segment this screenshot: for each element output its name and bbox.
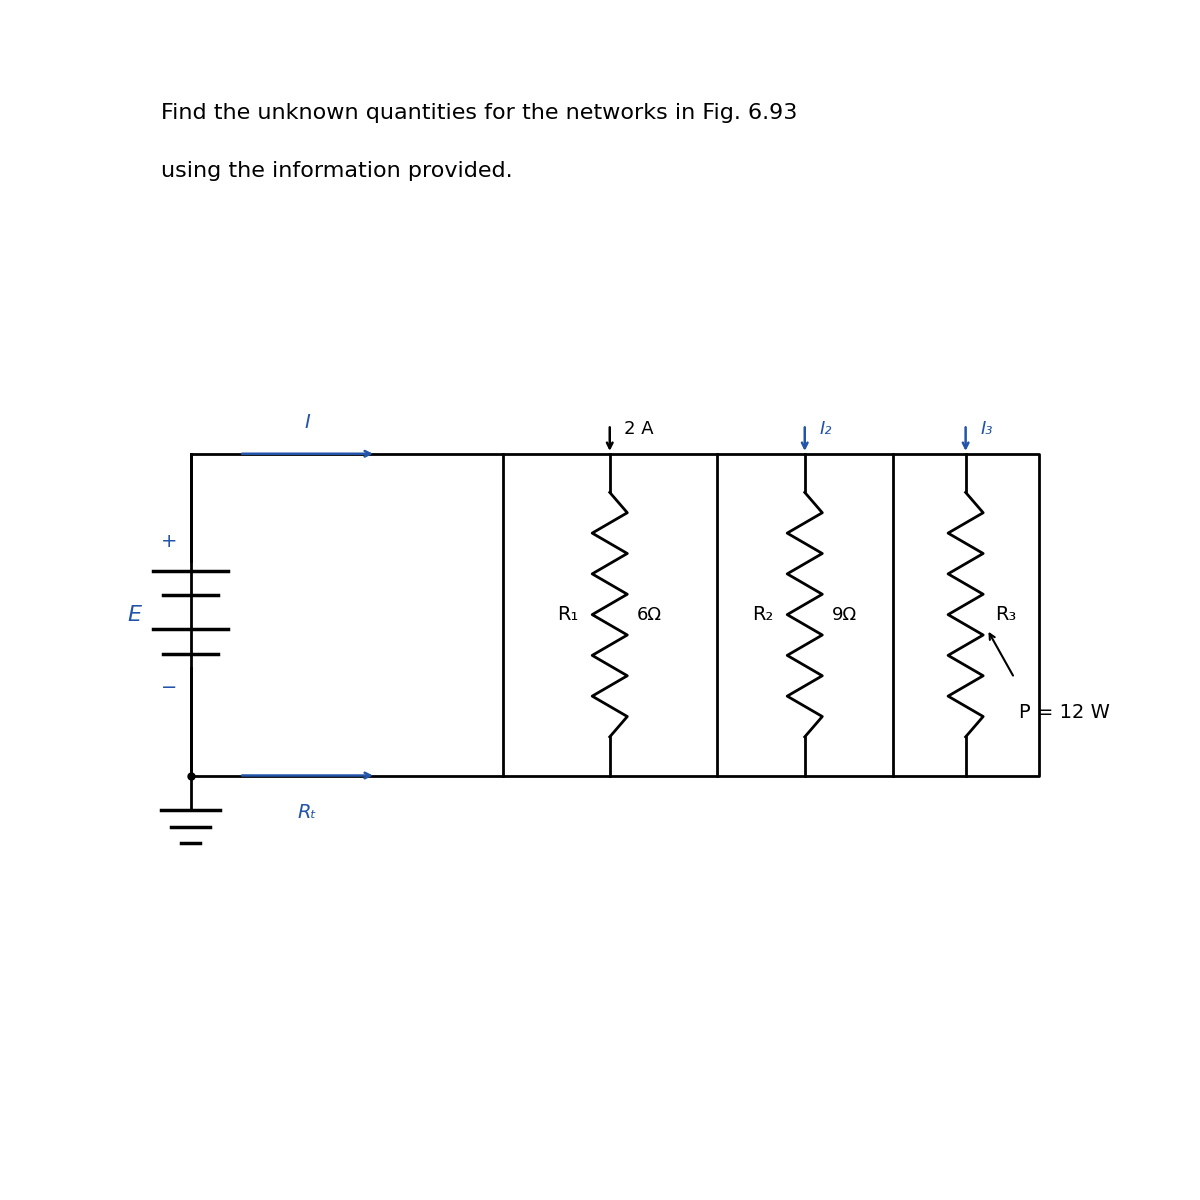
Text: R₁: R₁ bbox=[557, 605, 578, 624]
Text: +: + bbox=[161, 532, 178, 551]
Text: R₃: R₃ bbox=[995, 605, 1016, 624]
Text: P = 12 W: P = 12 W bbox=[1019, 703, 1110, 721]
Text: 2 A: 2 A bbox=[624, 420, 654, 438]
Text: using the information provided.: using the information provided. bbox=[161, 161, 512, 181]
Text: I₃: I₃ bbox=[980, 420, 992, 438]
Text: 6Ω: 6Ω bbox=[637, 606, 662, 624]
Text: E: E bbox=[127, 605, 142, 625]
Text: R₂: R₂ bbox=[752, 605, 774, 624]
Text: 9Ω: 9Ω bbox=[832, 606, 857, 624]
Text: I: I bbox=[305, 413, 311, 432]
Text: I₂: I₂ bbox=[820, 420, 832, 438]
Text: Find the unknown quantities for the networks in Fig. 6.93: Find the unknown quantities for the netw… bbox=[161, 103, 798, 122]
Text: Rₜ: Rₜ bbox=[298, 803, 317, 822]
Text: −: − bbox=[161, 678, 178, 697]
